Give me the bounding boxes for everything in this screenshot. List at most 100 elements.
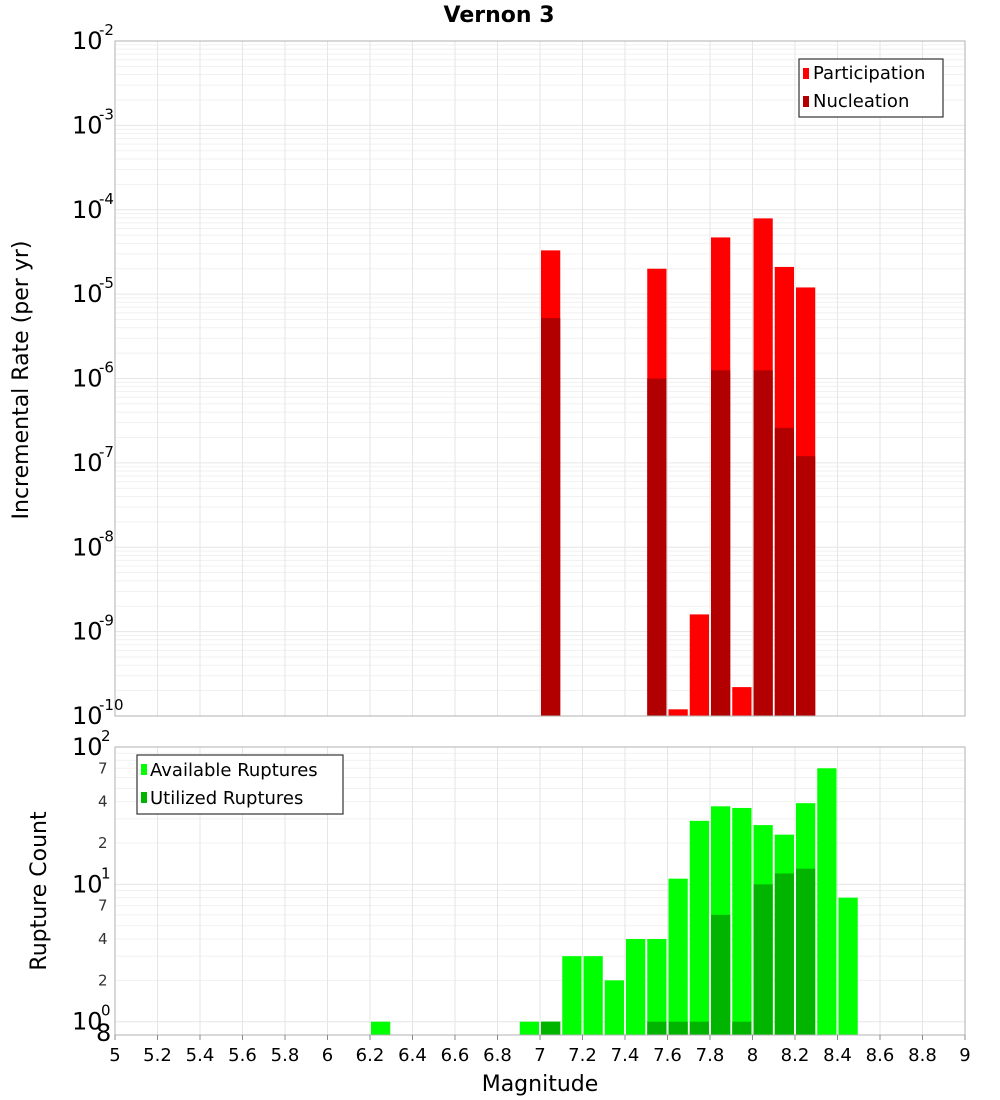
- count-y-tick-base: 10: [72, 870, 103, 898]
- nucleation-bar: [647, 378, 667, 716]
- count-y-minor-tick-label: 2: [98, 971, 108, 989]
- nucleation-bar: [541, 318, 561, 716]
- count-y-tick-base: 10: [72, 1008, 103, 1036]
- rate-y-tick-base: 10: [72, 280, 103, 308]
- count-y-minor-tick-label: 2: [98, 834, 108, 852]
- count-panel-bars: [371, 768, 858, 1035]
- x-tick-label: 7.2: [568, 1045, 597, 1066]
- count-y-minor-tick-label: 8: [96, 1019, 111, 1047]
- nucleation-bar: [711, 370, 731, 716]
- available-ruptures-bar: [371, 1021, 391, 1035]
- x-tick-label: 8.8: [908, 1045, 937, 1066]
- x-tick-label: 5.6: [228, 1045, 257, 1066]
- x-tick-label: 6.2: [356, 1045, 385, 1066]
- available-ruptures-bar: [732, 807, 752, 1035]
- count-y-minor-tick-label: 4: [98, 930, 108, 948]
- x-tick-label: 6.6: [441, 1045, 470, 1066]
- x-tick-label: 5.8: [271, 1045, 300, 1066]
- utilized-ruptures-bar: [711, 914, 731, 1035]
- participation-bar: [689, 614, 709, 716]
- utilized-legend-swatch: [141, 792, 147, 803]
- participation-legend-label: Participation: [813, 63, 925, 84]
- utilized-ruptures-bar: [753, 884, 773, 1035]
- rate-legend-box: [798, 58, 944, 118]
- available-ruptures-bar: [647, 939, 667, 1035]
- x-tick-label: 5.2: [143, 1045, 172, 1066]
- rate-panel-bars: [541, 218, 816, 717]
- utilized-ruptures-bar: [541, 1021, 561, 1035]
- rate-y-tick-base: 10: [72, 449, 103, 477]
- nucleation-legend-label: Nucleation: [813, 91, 909, 112]
- rate-panel-y-axis-label: Incremental Rate (per yr): [9, 241, 34, 520]
- count-legend-box: [136, 754, 344, 815]
- rate-y-tick-base: 10: [72, 111, 103, 139]
- available-ruptures-bar: [519, 1021, 539, 1035]
- x-tick-label: 9: [959, 1045, 970, 1066]
- x-tick-label: 6: [322, 1045, 333, 1066]
- available-legend-swatch: [141, 764, 147, 775]
- available-ruptures-bar: [583, 956, 603, 1035]
- available-ruptures-bar: [626, 939, 646, 1035]
- nucleation-bar: [796, 456, 816, 716]
- rate-y-tick-base: 10: [72, 27, 103, 55]
- x-tick-label: 5.4: [186, 1045, 215, 1066]
- utilized-ruptures-bar: [689, 1021, 709, 1035]
- count-panel-y-axis-label: Rupture Count: [27, 811, 52, 971]
- x-tick-label: 5: [109, 1045, 120, 1066]
- chart-title: Vernon 3: [444, 3, 555, 28]
- rate-y-tick-exponent: -3: [99, 105, 114, 123]
- x-tick-label: 7: [534, 1045, 545, 1066]
- nucleation-legend-swatch: [803, 96, 809, 107]
- rate-y-tick-exponent: -5: [99, 274, 114, 292]
- x-tick-label: 7.6: [653, 1045, 682, 1066]
- x-tick-label: 8: [747, 1045, 758, 1066]
- rate-panel-frame: [114, 40, 966, 717]
- utilized-ruptures-bar: [647, 1021, 667, 1035]
- rate-y-tick-exponent: -2: [99, 21, 114, 39]
- rate-y-tick-base: 10: [72, 702, 103, 730]
- x-tick-label: 7.4: [611, 1045, 640, 1066]
- utilized-legend-label: Utilized Ruptures: [150, 788, 303, 809]
- rate-y-tick-exponent: -6: [99, 359, 114, 377]
- participation-legend-swatch: [803, 68, 809, 79]
- count-y-tick-base: 10: [72, 733, 103, 761]
- nucleation-bar: [753, 370, 773, 716]
- nucleation-bar: [774, 427, 794, 716]
- participation-bar: [732, 687, 752, 716]
- count-y-tick-exponent: 0: [101, 1002, 111, 1020]
- rate-y-tick-exponent: -8: [99, 527, 114, 545]
- count-y-minor-tick-label: 7: [98, 897, 108, 915]
- count-y-minor-tick-label: 4: [98, 793, 108, 811]
- x-tick-label: 6.4: [398, 1045, 427, 1066]
- available-ruptures-bar: [838, 897, 858, 1035]
- rate-y-tick-base: 10: [72, 618, 103, 646]
- rate-y-tick-exponent: -4: [99, 190, 114, 208]
- available-ruptures-bar: [817, 768, 837, 1035]
- x-tick-label: 8.6: [866, 1045, 895, 1066]
- available-legend-label: Available Ruptures: [150, 760, 318, 781]
- count-y-minor-tick-label: 7: [98, 759, 108, 777]
- participation-bar: [668, 709, 688, 716]
- count-y-tick-exponent: 1: [101, 864, 111, 882]
- available-ruptures-bar: [604, 980, 624, 1035]
- available-ruptures-bar: [689, 820, 709, 1035]
- x-axis-label: Magnitude: [482, 1072, 599, 1097]
- x-tick-label: 8.4: [823, 1045, 852, 1066]
- available-ruptures-bar: [668, 878, 688, 1035]
- rate-y-tick-base: 10: [72, 533, 103, 561]
- rate-y-tick-base: 10: [72, 365, 103, 393]
- rate-panel-grid: [114, 40, 966, 717]
- utilized-ruptures-bar: [796, 868, 816, 1035]
- x-tick-label: 6.8: [483, 1045, 512, 1066]
- rate-y-tick-exponent: -7: [99, 443, 114, 461]
- available-ruptures-bar: [562, 956, 582, 1035]
- utilized-ruptures-bar: [774, 873, 794, 1035]
- count-panel-x-ticks: 5 5.2 5.4 5.6 5.8 6 6.2 6.4 6.6 6.8 7 7.2 7.4 7.6 7.8 8…: [109, 1035, 971, 1066]
- rate-y-tick-base: 10: [72, 196, 103, 224]
- rate-panel-legend: Participation Nucleation: [798, 58, 944, 118]
